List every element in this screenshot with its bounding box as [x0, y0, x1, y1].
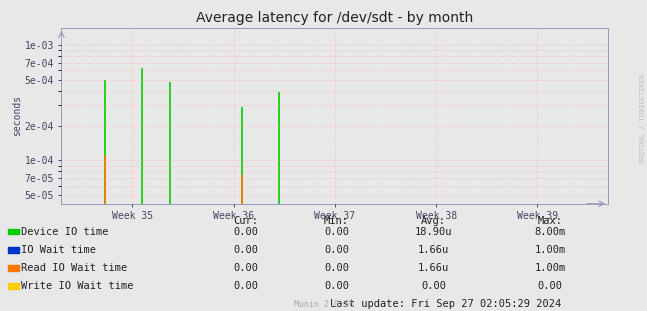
Text: IO Wait time: IO Wait time — [21, 245, 96, 255]
Text: 0.00: 0.00 — [234, 227, 258, 237]
Text: 1.66u: 1.66u — [418, 263, 449, 273]
Text: Min:: Min: — [324, 216, 349, 226]
Text: RRDTOOL / TOBIOETIKER: RRDTOOL / TOBIOETIKER — [640, 74, 646, 163]
Text: Munin 2.0.56: Munin 2.0.56 — [294, 300, 353, 309]
Text: 0.00: 0.00 — [324, 227, 349, 237]
Text: Last update: Fri Sep 27 02:05:29 2024: Last update: Fri Sep 27 02:05:29 2024 — [330, 299, 561, 309]
Text: 0.00: 0.00 — [234, 263, 258, 273]
Text: 1.66u: 1.66u — [418, 245, 449, 255]
Text: 0.00: 0.00 — [234, 245, 258, 255]
Title: Average latency for /dev/sdt - by month: Average latency for /dev/sdt - by month — [196, 12, 474, 26]
Text: Avg:: Avg: — [421, 216, 446, 226]
Text: 0.00: 0.00 — [234, 281, 258, 291]
Text: 1.00m: 1.00m — [534, 263, 565, 273]
Text: 0.00: 0.00 — [324, 281, 349, 291]
Y-axis label: seconds: seconds — [12, 95, 21, 137]
Text: Write IO Wait time: Write IO Wait time — [21, 281, 134, 291]
Text: 18.90u: 18.90u — [415, 227, 452, 237]
Text: 8.00m: 8.00m — [534, 227, 565, 237]
Text: Max:: Max: — [538, 216, 562, 226]
Text: 0.00: 0.00 — [421, 281, 446, 291]
Text: 0.00: 0.00 — [538, 281, 562, 291]
Text: Cur:: Cur: — [234, 216, 258, 226]
Text: 0.00: 0.00 — [324, 245, 349, 255]
Text: 1.00m: 1.00m — [534, 245, 565, 255]
Text: Device IO time: Device IO time — [21, 227, 109, 237]
Text: 0.00: 0.00 — [324, 263, 349, 273]
Text: Read IO Wait time: Read IO Wait time — [21, 263, 127, 273]
